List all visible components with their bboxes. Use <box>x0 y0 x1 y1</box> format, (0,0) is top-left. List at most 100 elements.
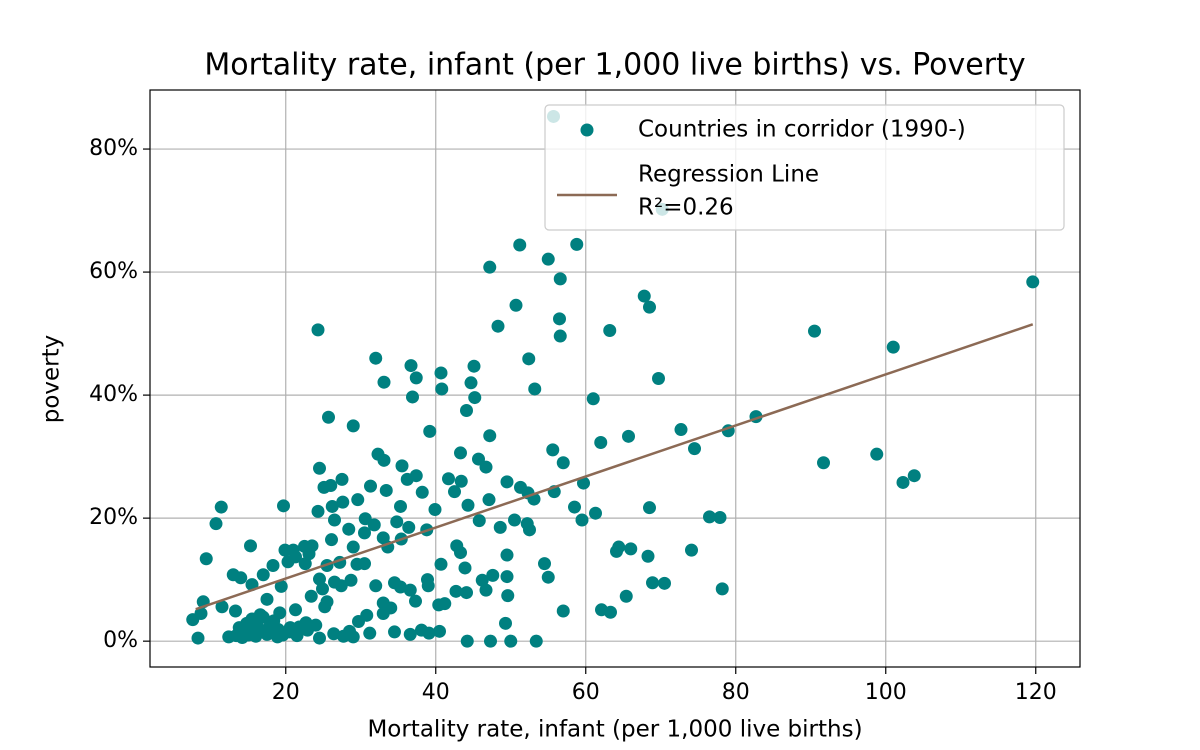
scatter-point <box>304 589 318 603</box>
scatter-point <box>817 456 830 470</box>
scatter-point <box>674 423 688 437</box>
scatter-point <box>302 547 316 561</box>
scatter-point <box>278 543 292 557</box>
scatter-point <box>619 589 633 603</box>
scatter-point <box>409 594 422 608</box>
scatter-point <box>528 382 542 396</box>
legend: Countries in corridor (1990-) Regression … <box>544 104 1065 231</box>
y-tick-label: 80% <box>89 136 138 161</box>
scatter-point <box>1026 275 1040 289</box>
scatter-point <box>313 631 326 645</box>
scatter-point <box>468 391 482 405</box>
x-tick-label: 80 <box>722 680 750 705</box>
scatter-point <box>546 443 560 457</box>
scatter-point <box>186 613 200 627</box>
scatter-point <box>479 583 493 597</box>
scatter-point <box>713 511 727 525</box>
scatter-point <box>504 634 518 648</box>
scatter-point <box>350 557 364 571</box>
scatter-point <box>556 604 570 618</box>
scatter-point <box>458 561 472 575</box>
scatter-point <box>322 410 335 424</box>
scatter-point <box>715 582 729 596</box>
scatter-point <box>209 517 223 531</box>
scatter-point <box>428 503 442 517</box>
scatter-point <box>406 390 419 404</box>
scatter-point <box>369 351 383 365</box>
legend-box <box>544 104 1065 231</box>
scatter-point <box>292 620 306 634</box>
legend-label: Countries in corridor (1990-) <box>638 117 966 143</box>
scatter-point <box>454 546 467 560</box>
scatter-point <box>553 272 567 286</box>
scatter-point <box>394 580 407 594</box>
scatter-point <box>500 548 514 562</box>
scatter-point <box>316 582 329 596</box>
scatter-point <box>553 312 566 326</box>
scatter-point <box>364 479 377 493</box>
scatter-point <box>448 485 461 499</box>
y-tick-label: 40% <box>89 382 138 407</box>
y-axis-label: poverty <box>39 335 65 424</box>
scatter-point <box>325 499 339 513</box>
scatter-point <box>501 589 515 603</box>
scatter-point <box>403 627 417 641</box>
scatter-point <box>685 543 698 557</box>
x-tick-label: 20 <box>272 680 300 705</box>
scatter-point <box>486 568 500 582</box>
scatter-point <box>461 498 475 512</box>
legend-label: Regression Line <box>638 162 819 188</box>
legend-label: R²=0.26 <box>638 195 734 221</box>
scatter-point <box>603 324 617 338</box>
scatter-point <box>449 584 463 598</box>
scatter-point <box>377 375 391 389</box>
scatter-point <box>460 634 474 648</box>
scatter-point <box>402 520 416 534</box>
scatter-point <box>256 625 269 639</box>
scatter-point <box>454 474 468 488</box>
scatter-point <box>352 614 365 628</box>
scatter-point <box>215 600 229 614</box>
scatter-point <box>229 604 242 618</box>
scatter-point <box>483 429 497 443</box>
scatter-point <box>499 616 512 630</box>
scatter-point <box>390 515 404 529</box>
scatter-point <box>409 371 423 385</box>
scatter-point <box>318 600 332 614</box>
scatter-point <box>403 583 417 597</box>
scatter-point <box>313 572 326 586</box>
scatter-point <box>538 557 551 571</box>
scatter-point <box>870 447 884 461</box>
scatter-point <box>256 568 270 582</box>
x-tick-label: 60 <box>572 680 600 705</box>
scatter-point <box>491 319 505 333</box>
scatter-point <box>358 526 371 540</box>
scatter-point <box>541 252 555 266</box>
scatter-point <box>327 627 341 641</box>
scatter-point <box>342 522 356 536</box>
y-tick-label: 20% <box>89 505 138 530</box>
scatter-point <box>896 475 910 489</box>
legend-marker <box>580 123 594 137</box>
scatter-point <box>460 586 473 600</box>
scatter-point <box>586 392 600 406</box>
plot-frame <box>149 89 1081 668</box>
scatter-point <box>395 459 409 473</box>
scatter-point <box>433 624 446 638</box>
scatter-point <box>274 579 288 593</box>
scatter-point <box>652 372 665 385</box>
scatter-point <box>253 608 267 622</box>
scatter-point <box>570 237 584 251</box>
scatter-point <box>624 542 638 556</box>
scatter-point <box>556 456 570 470</box>
scatter-point <box>464 376 478 390</box>
scatter-point <box>325 533 338 547</box>
scatter-point <box>277 499 290 513</box>
scatter-point <box>575 513 589 527</box>
scatter-point <box>281 555 295 569</box>
scatter-point <box>260 592 274 606</box>
scatter-point <box>460 403 473 417</box>
scatter-point <box>328 513 341 527</box>
